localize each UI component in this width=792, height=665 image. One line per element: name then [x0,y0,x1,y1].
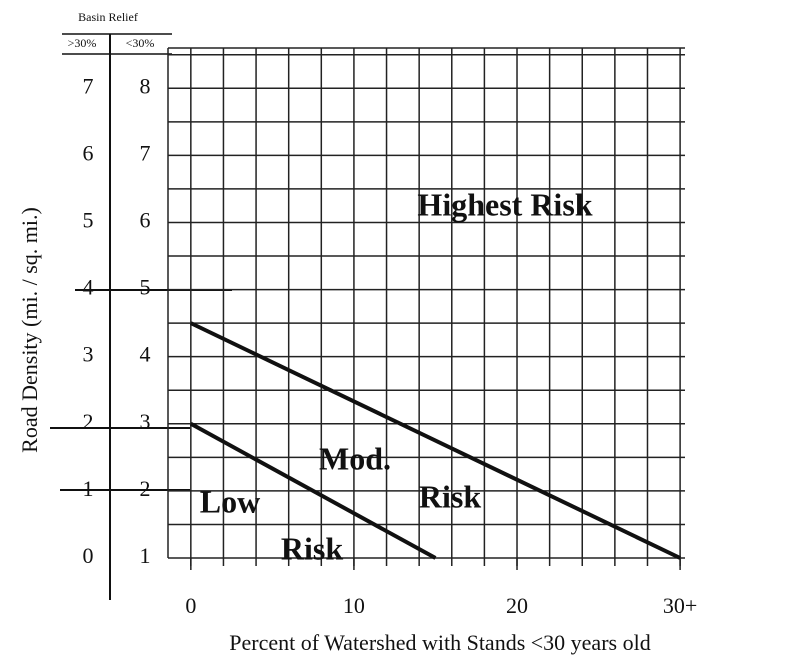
risk-line [189,422,437,560]
x-axis-label: Percent of Watershed with Stands <30 yea… [229,630,650,655]
x-tick-label: 30+ [663,593,697,618]
y-tick-label: 8 [140,73,151,98]
y-tick-label: 5 [140,275,151,300]
region-label: Risk [281,530,343,566]
y2-tick-label: 3 [83,342,94,367]
region-label: Low [200,483,260,519]
x-tick-label: 10 [343,593,365,618]
y-tick-label: 6 [140,208,151,233]
y2-tick-label: 6 [83,140,94,165]
scale-label: <30% [126,36,155,50]
y-tick-label: 3 [140,409,151,434]
region-label: Highest Risk [417,186,592,222]
y2-tick-label: 5 [83,208,94,233]
y2-tick-label: 4 [83,275,94,300]
region-label: Risk [419,478,481,514]
y-tick-label: 7 [140,140,151,165]
x-tick-label: 20 [506,593,528,618]
y-tick-label: 2 [140,476,151,501]
y-tick-label: 1 [140,543,151,568]
y-axis-label: Road Density (mi. / sq. mi.) [17,207,42,453]
y2-tick-label: 0 [83,543,94,568]
region-label: Mod. [319,440,391,476]
x-tick-label: 0 [185,593,196,618]
scale-label: >30% [68,36,97,50]
y2-tick-label: 7 [83,73,94,98]
risk-line [189,321,681,560]
y-tick-label: 4 [140,342,151,367]
y2-tick-label: 2 [83,409,94,434]
y2-tick-label: 1 [83,476,94,501]
header: Basin Relief [78,10,138,24]
